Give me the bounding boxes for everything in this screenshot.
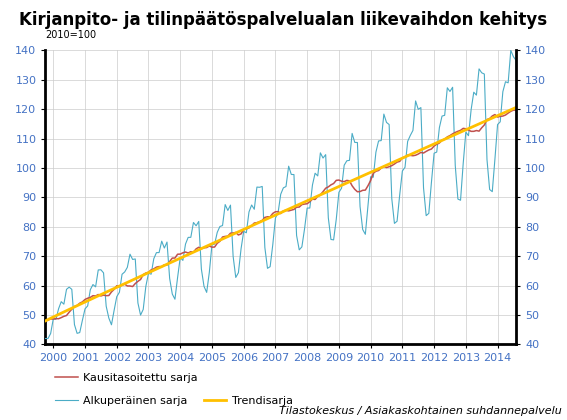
Text: 2010=100: 2010=100: [45, 30, 96, 40]
Text: Kirjanpito- ja tilinpäätöspalvelualan liikevaihdon kehitys: Kirjanpito- ja tilinpäätöspalvelualan li…: [19, 11, 548, 29]
Text: Tilastokeskus / Asiakaskohtainen suhdannepalvelu: Tilastokeskus / Asiakaskohtainen suhdann…: [278, 406, 561, 416]
Legend: Kausitasoitettu sarja: Kausitasoitettu sarja: [51, 368, 202, 387]
Legend: Alkuperäinen sarja, Trendisarja: Alkuperäinen sarja, Trendisarja: [51, 391, 298, 410]
